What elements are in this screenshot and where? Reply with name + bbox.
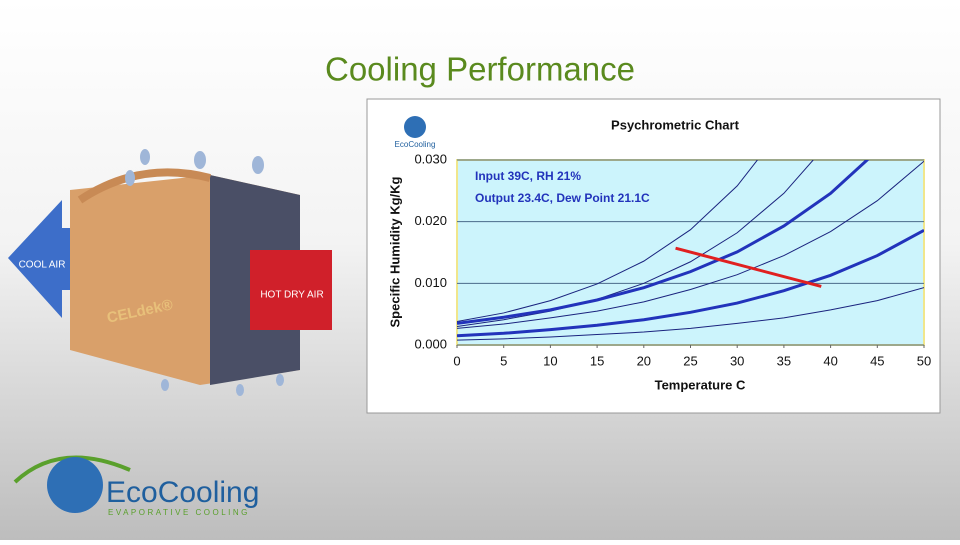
x-tick-label: 25 <box>683 353 697 368</box>
y-axis-label: Specific Humidity Kg/Kg <box>387 176 402 327</box>
x-tick-label: 15 <box>590 353 604 368</box>
hot-label: HOT DRY AIR <box>260 290 323 301</box>
series-line <box>675 246 822 288</box>
drop <box>194 151 206 169</box>
logo-tagline: EVAPORATIVE COOLING <box>108 508 250 517</box>
chart-logo: EcoCooling <box>395 140 436 149</box>
drop <box>236 384 244 396</box>
annotation: Output 23.4C, Dew Point 21.1C <box>475 191 650 205</box>
series-line <box>457 160 924 329</box>
x-tick-label: 50 <box>917 353 931 368</box>
x-tick-label: 45 <box>870 353 884 368</box>
series-line <box>457 160 870 325</box>
series-line <box>457 160 814 327</box>
y-tick-label: 0.030 <box>414 151 447 166</box>
logo-name: EcoCooling <box>106 476 259 509</box>
y-tick-label: 0.020 <box>414 213 447 228</box>
cool-label: COOL AIR <box>19 260 66 271</box>
x-tick-label: 0 <box>453 353 460 368</box>
series-line <box>457 160 759 323</box>
slide-title: Cooling Performance <box>325 51 635 88</box>
logo-globe <box>47 457 103 513</box>
pad-wave <box>77 168 211 204</box>
chart-logo-globe <box>404 116 426 138</box>
x-tick-label: 10 <box>543 353 557 368</box>
y-tick-label: 0.000 <box>414 336 447 351</box>
illustration: COOL AIR HOT DRY AIR CELdek® <box>8 149 332 396</box>
plot-lines <box>457 160 924 341</box>
x-tick-label: 30 <box>730 353 744 368</box>
x-tick-label: 40 <box>823 353 837 368</box>
series-line <box>457 228 924 338</box>
drop <box>276 374 284 386</box>
drop <box>161 379 169 391</box>
drop <box>125 170 135 186</box>
x-tick-label: 35 <box>777 353 791 368</box>
series-line <box>457 287 924 341</box>
x-axis-label: Temperature C <box>655 377 746 392</box>
logo-swoosh <box>13 455 131 484</box>
hot-box <box>250 250 332 330</box>
drop <box>140 149 150 165</box>
annotation: Input 39C, RH 21% <box>475 169 581 183</box>
x-tick-label: 20 <box>637 353 651 368</box>
chart-title: Psychrometric Chart <box>611 117 740 132</box>
x-tick-label: 5 <box>500 353 507 368</box>
drop <box>252 156 264 174</box>
logo: EcoCooling EVAPORATIVE COOLING <box>13 455 259 517</box>
y-tick-label: 0.010 <box>414 275 447 290</box>
